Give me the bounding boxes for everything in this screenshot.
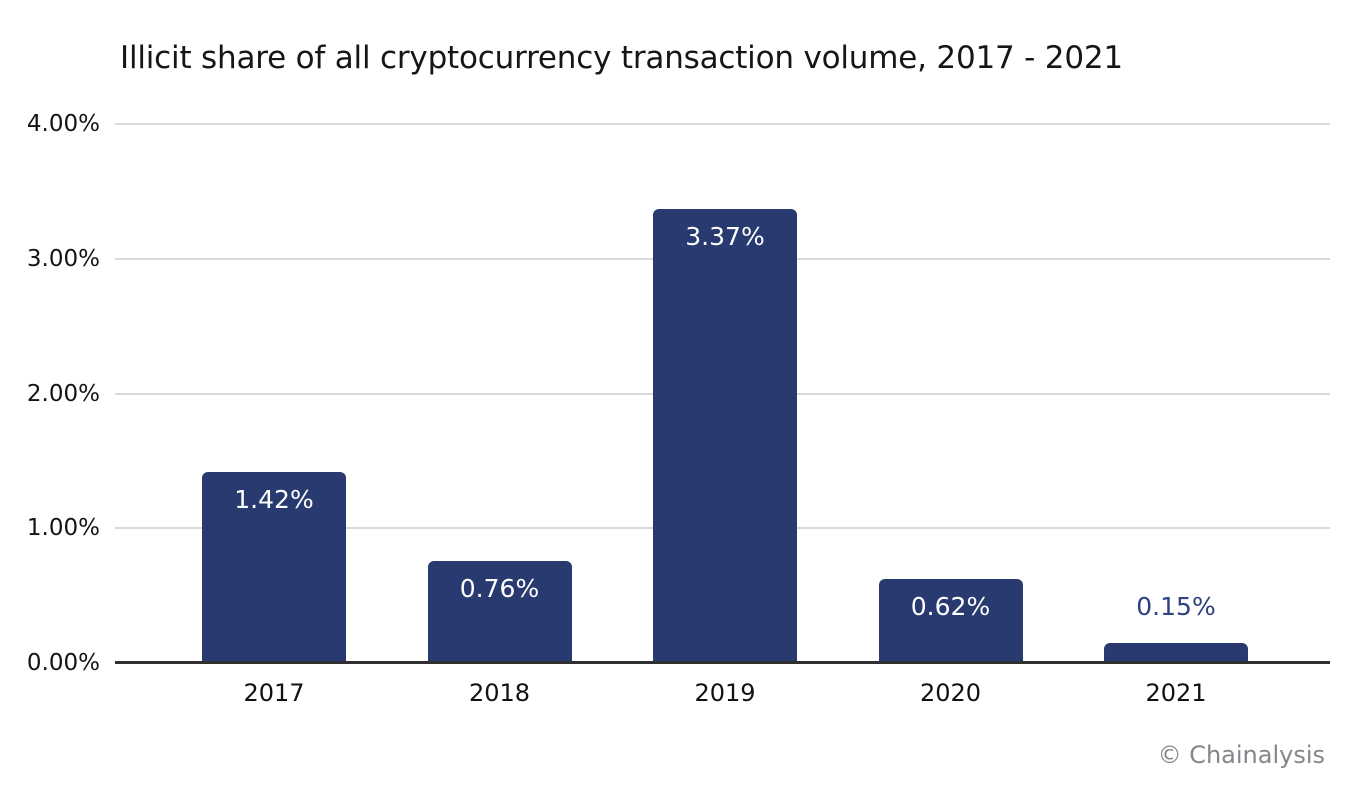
y-axis-tick-label: 1.00% [26, 515, 100, 542]
chart-title: Illicit share of all cryptocurrency tran… [120, 40, 1123, 76]
bar-value-label-2019: 3.37% [685, 221, 765, 251]
bar-2019: 3.37% [653, 208, 797, 663]
bar-value-label-2021: 0.15% [1136, 591, 1216, 621]
bar-value-label-2018: 0.76% [459, 573, 540, 603]
x-axis-label-2020: 2020 [919, 679, 982, 707]
bar-value-label-2017: 1.42% [234, 484, 314, 514]
x-axis-label-2019: 2019 [694, 679, 756, 707]
y-axis-tick-label: 0.00% [26, 650, 100, 676]
plot-area: 4.00% 3.00% 2.00% 1.00% 0.00% 1.42% 2017 0.76% 2… [27, 111, 1330, 707]
bar-2018: 0.76% [427, 560, 572, 663]
y-axis-tick-label: 3.00% [26, 245, 100, 272]
x-axis-label-2018: 2018 [468, 679, 531, 707]
x-axis-label-2021: 2021 [1145, 679, 1207, 707]
y-axis-tick-label: 2.00% [26, 380, 100, 407]
bar-2021 [1104, 642, 1248, 663]
x-axis-label-2017: 2017 [243, 679, 305, 707]
y-axis-tick-label: 4.00% [26, 111, 100, 137]
gridline [115, 123, 1330, 125]
chainalysis-watermark: © Chainalysis [1157, 741, 1325, 769]
bar-2017: 1.42% [202, 471, 346, 663]
bar-2020: 0.62% [878, 579, 1023, 663]
x-axis-baseline [115, 661, 1330, 664]
bar-value-label-2020: 0.62% [910, 592, 991, 622]
